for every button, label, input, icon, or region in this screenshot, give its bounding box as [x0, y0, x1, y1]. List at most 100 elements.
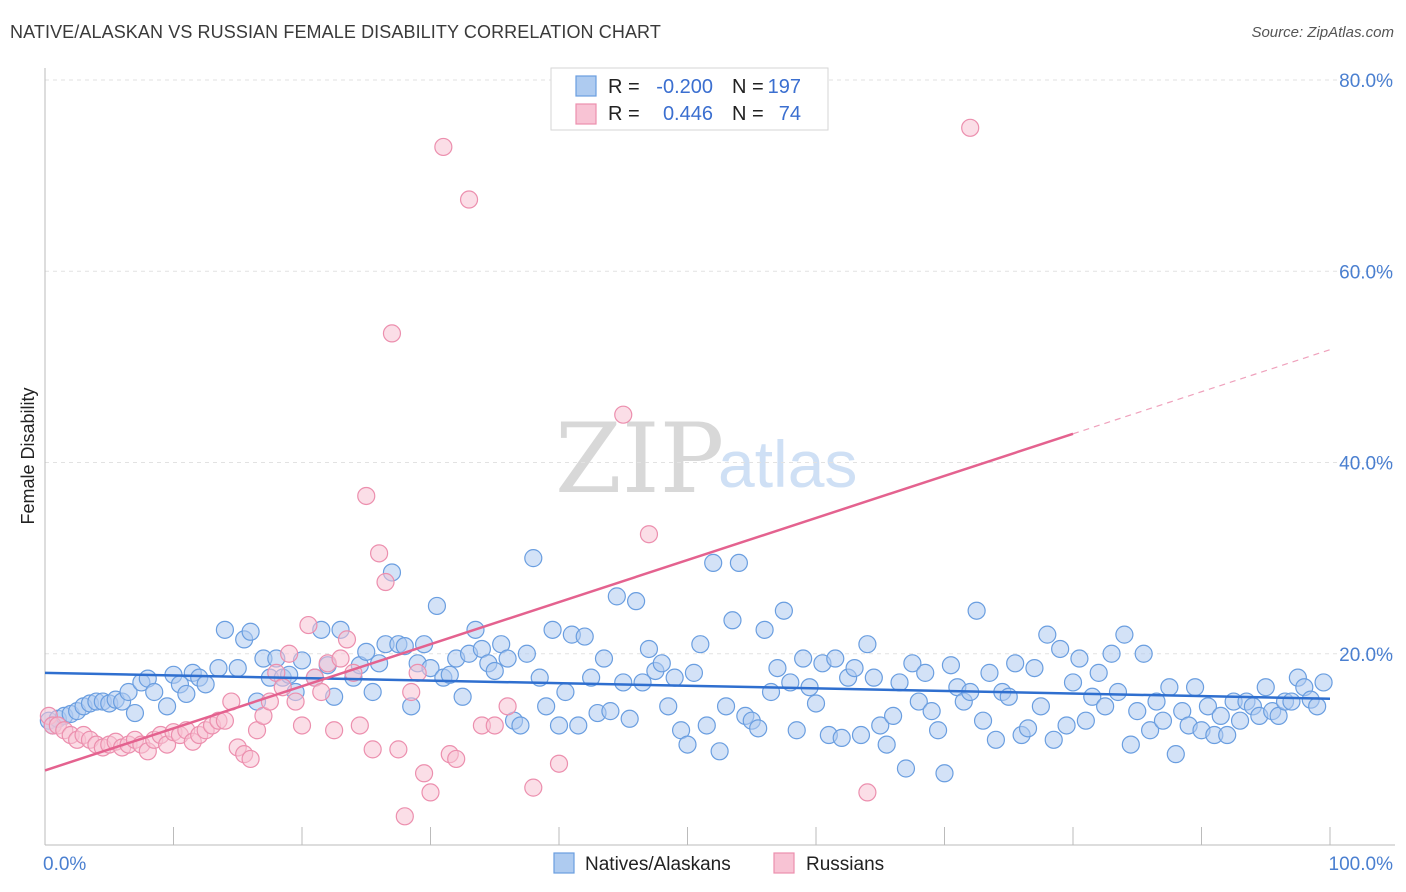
data-point-natives: [556, 682, 575, 702]
data-point-natives: [594, 649, 614, 668]
data-point-russians: [395, 807, 414, 826]
data-point-natives: [858, 635, 877, 654]
data-point-natives: [1096, 697, 1115, 716]
data-point-natives: [1083, 687, 1102, 706]
data-point-natives: [761, 682, 781, 702]
data-point-natives: [639, 639, 659, 659]
data-point-natives: [1218, 725, 1237, 745]
data-point-natives: [453, 687, 472, 706]
data-point-russians: [337, 630, 357, 649]
data-point-natives: [196, 675, 215, 694]
bottom-legend-russians: Russians: [806, 854, 884, 875]
x-tick-label: 100.0%: [1329, 854, 1394, 875]
data-point-natives: [883, 706, 903, 726]
data-point-natives: [517, 644, 536, 663]
legend-r-value-1: -0.200: [656, 76, 713, 98]
data-point-russians: [382, 324, 402, 343]
data-point-russians: [363, 740, 382, 759]
data-point-natives: [749, 719, 768, 738]
watermark-zip: ZIP: [555, 403, 724, 515]
x-tick-labels: 0.0% 100.0%: [43, 854, 1393, 875]
data-point-natives: [967, 601, 986, 620]
data-point-natives: [1166, 745, 1185, 764]
data-point-natives: [1185, 678, 1205, 697]
bottom-legend-natives: Natives/Alaskans: [585, 854, 731, 875]
data-point-natives: [1057, 716, 1076, 735]
legend-box: R = -0.200 N = 197 R = 0.446 N = 74: [550, 67, 829, 131]
data-point-russians: [614, 405, 633, 424]
data-point-russians: [280, 644, 299, 663]
data-point-natives: [1006, 654, 1025, 673]
data-point-natives: [1051, 639, 1070, 659]
data-point-natives: [1031, 697, 1050, 716]
y-tick-labels: 20.0% 40.0% 60.0% 80.0%: [1339, 71, 1393, 666]
data-point-russians: [299, 615, 318, 635]
data-point-natives: [710, 742, 729, 761]
trend-line-natives: [44, 671, 1331, 700]
data-point-natives: [1044, 730, 1063, 749]
data-point-russians: [292, 716, 312, 735]
data-point-natives: [1147, 692, 1166, 711]
data-point-natives: [1063, 673, 1083, 692]
data-point-natives: [928, 721, 948, 740]
data-point-natives: [1314, 673, 1333, 692]
data-point-natives: [986, 730, 1006, 749]
data-point-russians: [434, 137, 453, 157]
data-point-natives: [896, 759, 916, 778]
y-axis-label: Female Disability: [18, 387, 38, 524]
data-point-natives: [1153, 711, 1173, 730]
data-point-natives: [1121, 735, 1140, 754]
data-point-natives: [755, 620, 774, 639]
data-point-natives: [498, 649, 517, 668]
data-point-natives: [209, 658, 228, 678]
trend-line-russians: [44, 432, 1074, 772]
data-point-natives: [678, 735, 697, 754]
data-point-natives: [125, 703, 145, 723]
data-point-russians: [325, 721, 344, 740]
data-point-natives: [890, 673, 909, 692]
data-point-natives: [1282, 692, 1301, 711]
data-point-natives: [485, 661, 504, 681]
trend-line-russians-extension: [1072, 349, 1331, 435]
chart-title: NATIVE/ALASKAN VS RUSSIAN FEMALE DISABIL…: [10, 22, 661, 42]
data-point-natives: [787, 721, 806, 740]
data-point-russians: [376, 572, 395, 592]
data-point-russians: [421, 783, 440, 802]
data-point-natives: [145, 682, 164, 702]
legend-swatch-blue: [575, 75, 597, 97]
data-point-natives: [633, 673, 652, 692]
data-point-natives: [826, 649, 845, 668]
data-point-russians: [447, 749, 466, 769]
data-point-natives: [177, 684, 196, 704]
data-point-natives: [241, 622, 260, 641]
data-point-natives: [1160, 678, 1179, 697]
data-point-russians: [331, 649, 350, 668]
legend-r-label-1: R =: [608, 76, 640, 98]
data-point-natives: [157, 697, 177, 716]
axes: [44, 68, 1395, 846]
y-tick-label: 80.0%: [1339, 71, 1393, 92]
data-point-natives: [999, 687, 1018, 706]
data-point-russians: [408, 663, 427, 682]
data-point-russians: [357, 486, 376, 506]
data-point-russians: [370, 544, 389, 563]
data-point-natives: [1230, 711, 1250, 730]
data-point-natives: [774, 601, 793, 620]
data-point-natives: [909, 692, 928, 711]
data-point-russians: [858, 783, 877, 802]
data-point-natives: [903, 654, 922, 673]
data-point-natives: [723, 611, 742, 630]
data-point-natives: [851, 725, 871, 745]
data-point-natives: [1038, 625, 1057, 644]
data-point-russians: [350, 716, 369, 735]
data-point-russians: [459, 190, 479, 209]
trend-lines: [44, 349, 1331, 772]
data-point-natives: [697, 716, 716, 735]
data-point-natives: [1256, 678, 1275, 697]
data-point-natives: [1115, 625, 1134, 644]
data-point-natives: [569, 716, 588, 735]
data-point-natives: [1076, 711, 1095, 730]
data-point-natives: [729, 553, 749, 573]
legend-r-value-2: 0.446: [663, 103, 713, 125]
data-point-natives: [1128, 702, 1147, 721]
